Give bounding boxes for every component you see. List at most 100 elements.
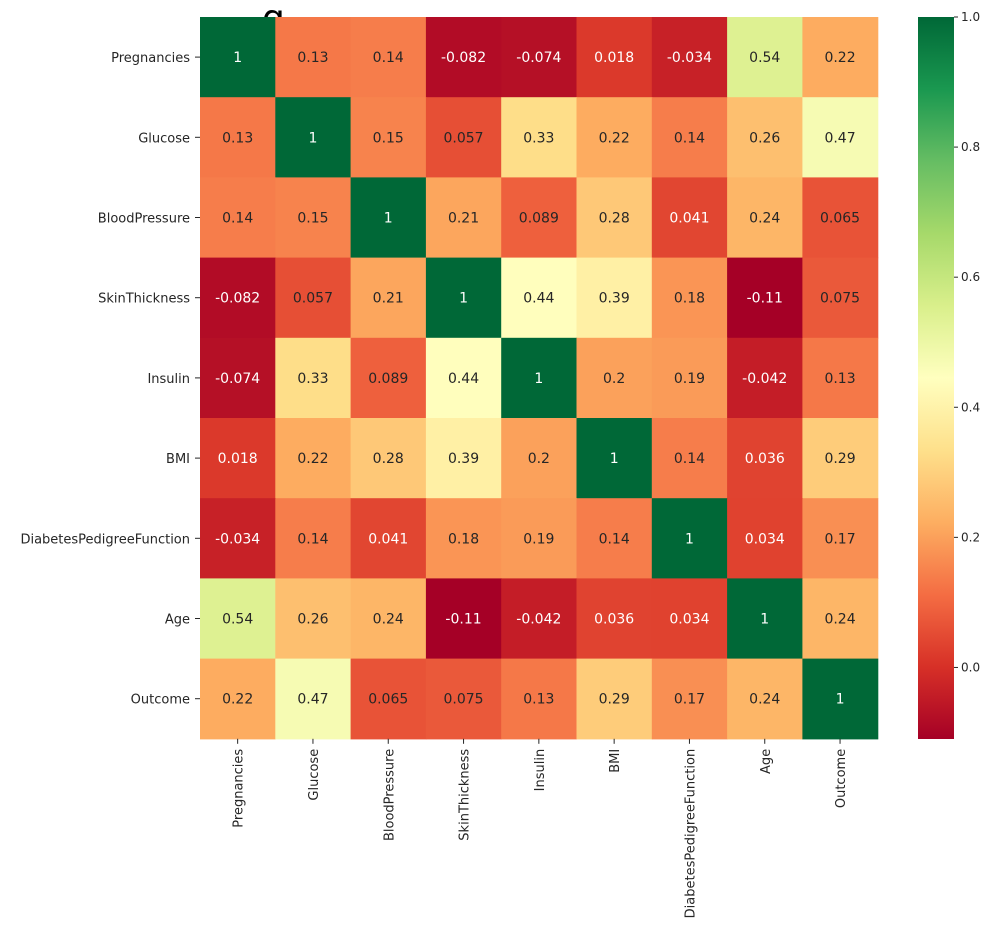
cell-value-label: 1 — [384, 211, 393, 227]
x-tick-label: Pregnancies — [232, 749, 247, 828]
heatmap-cell — [200, 658, 276, 740]
y-tick-label: DiabetesPedigreeFunction — [20, 532, 190, 547]
y-tick-labels: Pregnancies Glucose BloodPressure SkinThick… — [20, 51, 200, 708]
heatmap-cell — [350, 17, 427, 98]
y-tick-label: Outcome — [131, 693, 190, 708]
heatmap-cell — [651, 97, 728, 178]
heatmap-cell — [802, 257, 879, 339]
heatmap-cell — [350, 498, 427, 579]
y-tick-label: BloodPressure — [98, 212, 190, 227]
heatmap-cell — [350, 337, 427, 419]
colorbar-tick-label: 1.0 — [961, 10, 980, 24]
heatmap-cell — [651, 658, 728, 740]
heatmap-cell — [275, 418, 352, 499]
cell-value-label: 0.14 — [222, 211, 253, 227]
cell-value-label: 0.28 — [373, 451, 404, 467]
heatmap-cell — [425, 658, 502, 740]
x-tick-label: SkinThickness — [458, 749, 473, 841]
heatmap-cell — [802, 17, 879, 98]
heatmap-cell — [200, 97, 276, 178]
cell-value-label: 0.14 — [674, 130, 705, 146]
heatmap-cell — [651, 17, 728, 98]
cell-value-label: 0.15 — [373, 130, 404, 146]
heatmap-cell — [802, 498, 879, 579]
colorbar-tick-label: 0.6 — [961, 270, 980, 284]
heatmap-cell — [576, 498, 653, 579]
x-tick-label: Insulin — [533, 749, 548, 792]
cell-value-label: 0.036 — [594, 612, 634, 628]
heatmap-cell — [802, 97, 879, 178]
cell-value-label: 0.47 — [297, 692, 328, 708]
cell-value-label: 0.13 — [222, 130, 253, 146]
cell-value-label: -0.042 — [742, 371, 787, 387]
cell-value-label: 0.19 — [523, 531, 554, 547]
cell-value-label: 0.24 — [749, 211, 780, 227]
cell-value-label: 0.44 — [523, 291, 554, 307]
y-tick-label: Pregnancies — [111, 51, 190, 66]
cell-value-label: 0.075 — [444, 692, 484, 708]
heatmap-cell — [576, 418, 653, 499]
cell-value-label: 0.089 — [368, 371, 408, 387]
y-tick-label: SkinThickness — [98, 292, 190, 307]
heatmap-cell — [727, 97, 803, 178]
colorbar-gradient — [918, 17, 954, 739]
cell-value-label: 0.47 — [824, 130, 855, 146]
heatmap-cells: 1 0.13 0.14 -0.082 -0.074 0.018 -0.034 0.54 0.22… — [200, 17, 879, 740]
cell-value-label: 0.13 — [297, 50, 328, 66]
heatmap-cell — [275, 17, 352, 98]
cell-value-label: 1 — [760, 612, 769, 628]
heatmap-cell — [727, 418, 803, 499]
cell-value-label: 0.14 — [373, 50, 404, 66]
colorbar-tick-label: 0.0 — [961, 660, 980, 674]
heatmap-cell — [501, 418, 578, 499]
heatmap-cell — [275, 177, 352, 259]
heatmap-cell — [200, 177, 276, 259]
cell-value-label: 0.54 — [222, 612, 253, 628]
cell-value-label: 0.18 — [674, 291, 705, 307]
cell-value-label: -0.074 — [516, 50, 561, 66]
cell-value-label: 0.39 — [448, 451, 479, 467]
heatmap-cell — [275, 578, 352, 660]
cell-value-label: 0.2 — [528, 451, 550, 467]
heatmap-cell — [275, 257, 352, 339]
x-tick-label: BloodPressure — [382, 749, 397, 841]
heatmap-cell — [576, 97, 653, 178]
heatmap-cell — [350, 578, 427, 660]
cell-value-label: 0.057 — [293, 291, 333, 307]
heatmap-cell — [727, 257, 803, 339]
heatmap-cell — [501, 578, 578, 660]
colorbar: 1.0 0.8 0.6 0.4 0.2 0.0 — [918, 10, 980, 739]
heatmap-cell — [651, 498, 728, 579]
cell-value-label: 0.33 — [523, 130, 554, 146]
cell-value-label: 0.21 — [448, 211, 479, 227]
heatmap-cell — [200, 498, 276, 579]
heatmap-cell — [576, 658, 653, 740]
heatmap-cell — [425, 337, 502, 419]
heatmap-cell — [425, 257, 502, 339]
heatmap-cell — [275, 658, 352, 740]
heatmap-cell — [802, 578, 879, 660]
cell-value-label: 1 — [459, 291, 468, 307]
cell-value-label: 1 — [534, 371, 543, 387]
heatmap-cell — [501, 658, 578, 740]
y-tick-label: Age — [165, 613, 190, 628]
cell-value-label: 0.065 — [820, 211, 860, 227]
cell-value-label: 0.22 — [297, 451, 328, 467]
heatmap-cell — [350, 257, 427, 339]
x-tick-label: BMI — [608, 749, 623, 773]
cell-value-label: 0.24 — [824, 612, 855, 628]
heatmap-cell — [425, 418, 502, 499]
heatmap-cell — [425, 97, 502, 178]
heatmap-cell — [275, 498, 352, 579]
heatmap-cell — [727, 498, 803, 579]
x-tick-label: DiabetesPedigreeFunction — [683, 749, 698, 919]
heatmap-cell — [501, 17, 578, 98]
cell-value-label: 0.2 — [603, 371, 625, 387]
cell-value-label: 1 — [233, 50, 242, 66]
heatmap-cell — [576, 17, 653, 98]
cell-value-label: 0.057 — [444, 130, 484, 146]
colorbar-tick-label: 0.2 — [961, 530, 980, 544]
cell-value-label: -0.042 — [516, 612, 561, 628]
heatmap-cell — [501, 97, 578, 178]
heatmap-cell — [275, 337, 352, 419]
